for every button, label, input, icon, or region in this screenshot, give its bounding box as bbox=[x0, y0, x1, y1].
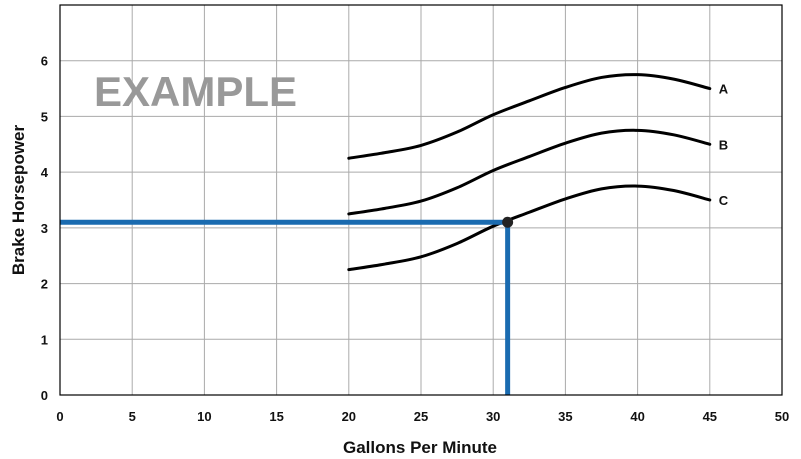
operating-point-marker bbox=[502, 216, 514, 228]
x-tick-label: 50 bbox=[775, 409, 789, 424]
y-tick-label: 0 bbox=[41, 388, 48, 403]
curve-b bbox=[347, 128, 712, 216]
series-label-c: C bbox=[719, 193, 729, 208]
x-tick-label: 0 bbox=[56, 409, 63, 424]
guide-lines bbox=[60, 216, 514, 395]
watermark-text: EXAMPLE bbox=[94, 68, 297, 115]
curve-a bbox=[347, 73, 712, 160]
curve-c bbox=[347, 184, 712, 272]
x-tick-label: 40 bbox=[630, 409, 644, 424]
x-tick-label: 30 bbox=[486, 409, 500, 424]
y-tick-label: 1 bbox=[41, 332, 48, 347]
x-tick-label: 45 bbox=[703, 409, 717, 424]
y-tick-label: 4 bbox=[41, 165, 49, 180]
x-axis-title: Gallons Per Minute bbox=[343, 438, 497, 457]
x-tick-label: 15 bbox=[269, 409, 283, 424]
series-label-a: A bbox=[719, 82, 729, 97]
y-tick-label: 5 bbox=[41, 109, 48, 124]
y-tick-label: 3 bbox=[41, 221, 48, 236]
x-tick-label: 20 bbox=[342, 409, 356, 424]
y-tick-labels: 0 1 2 3 4 5 6 bbox=[41, 54, 49, 403]
y-axis-title: Brake Horsepower bbox=[9, 125, 28, 276]
x-tick-labels: 0 5 10 15 20 25 30 35 40 45 50 bbox=[56, 409, 789, 424]
series-labels: A B C bbox=[719, 82, 729, 208]
x-tick-label: 25 bbox=[414, 409, 428, 424]
x-tick-label: 5 bbox=[129, 409, 136, 424]
series-label-b: B bbox=[719, 137, 728, 152]
plot-frame bbox=[59, 4, 783, 396]
y-tick-label: 2 bbox=[41, 277, 48, 292]
y-tick-label: 6 bbox=[41, 54, 48, 69]
curves bbox=[347, 73, 712, 272]
x-tick-label: 35 bbox=[558, 409, 572, 424]
x-tick-label: 10 bbox=[197, 409, 211, 424]
